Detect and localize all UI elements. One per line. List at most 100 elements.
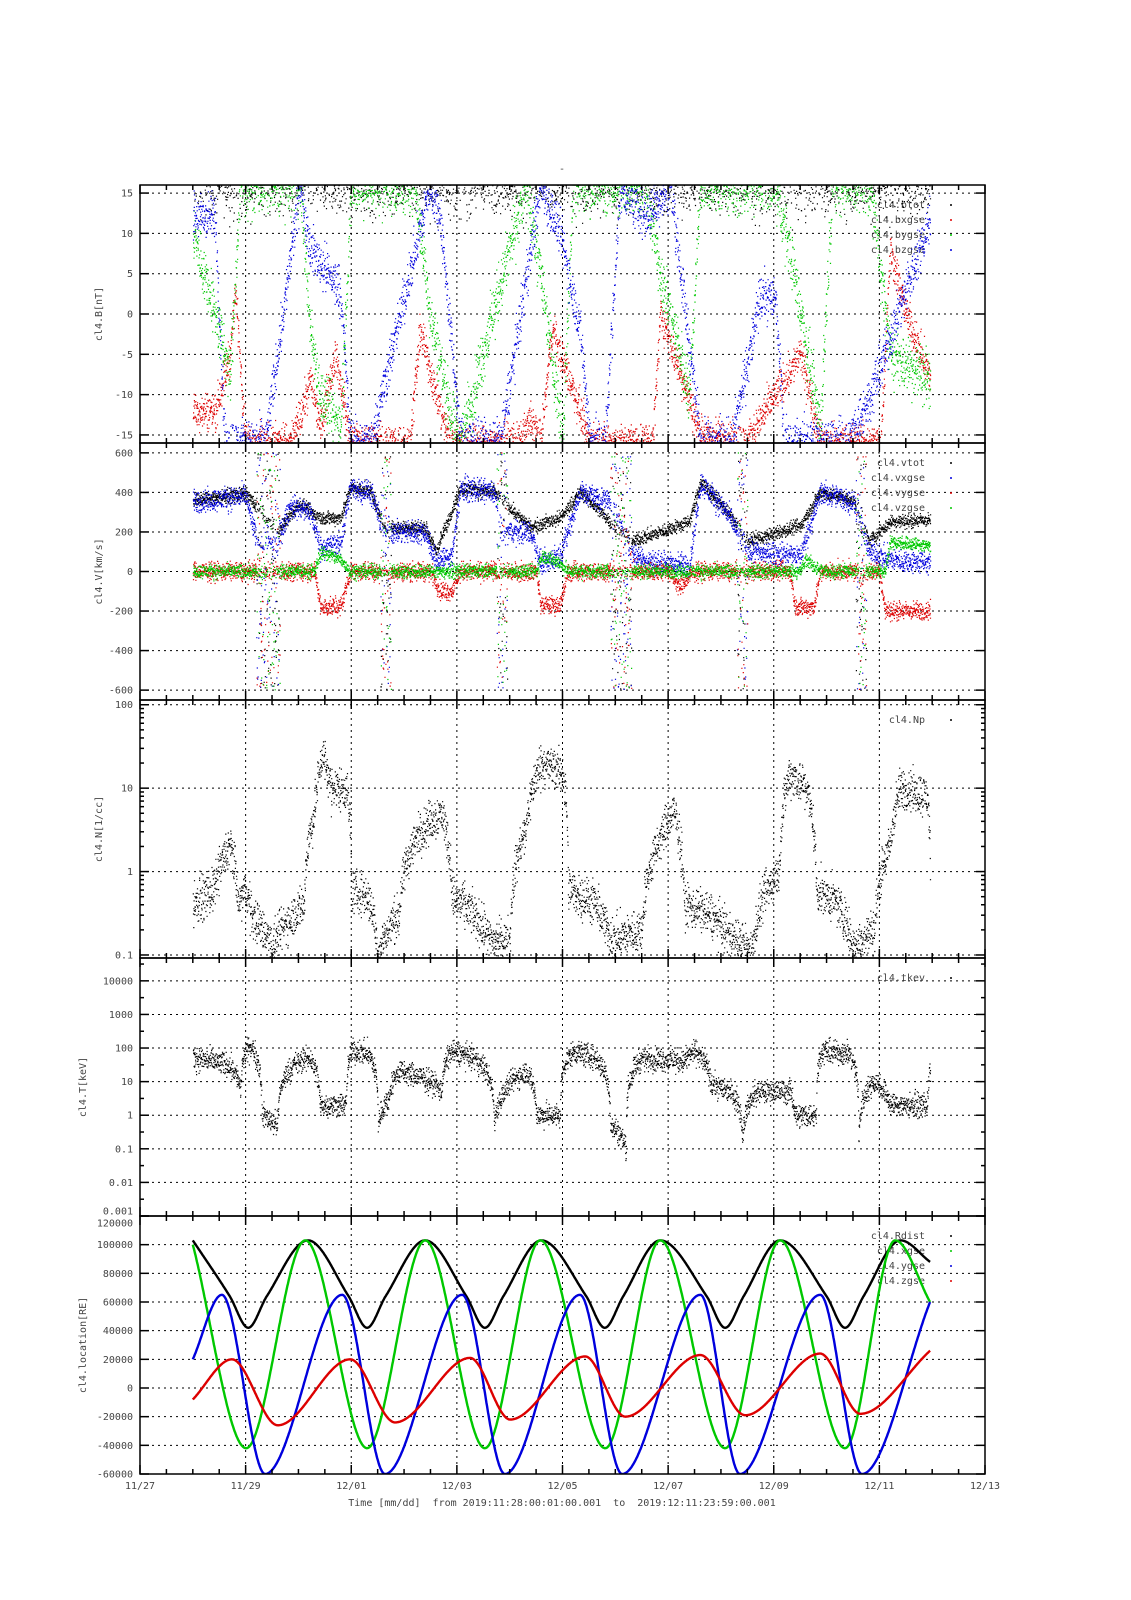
y-tick-label: -20000 [97,1412,133,1423]
y-tick-label: 0 [127,310,133,321]
legend-marker [950,1280,952,1282]
legend-label: cl4.bygse [871,230,925,241]
legend-label: cl4.vxgse [871,473,925,484]
legend-marker [950,204,952,206]
y-tick-label: 5 [127,269,133,280]
legend: cl4.Np [889,715,952,726]
y-tick-label: -60000 [97,1470,133,1481]
panels: cl4.btot cl4.bxgse cl4.bygse cl4.bzgse -15 -1… [78,184,986,1481]
y-tick-label: 40000 [103,1326,133,1337]
legend: cl4.btot cl4.bxgse cl4.bygse cl4.bzgse [871,200,952,256]
x-tick-label: 12/01 [336,1481,366,1492]
y-tick-label: 0.1 [115,1144,133,1155]
legend-marker [950,1265,952,1267]
y-tick-label: 200 [115,527,133,538]
series-group [191,1239,932,1474]
panel-T: cl4.tkev 0.001 0.01 0.1 1 10 100 1000 10000 cl4.T… [78,957,986,1218]
y-tick-label: 10000 [103,976,133,987]
x-tick-label: 12/09 [759,1481,789,1492]
y-tick-label: 100 [115,700,133,711]
legend-label: cl4.vzgse [871,503,925,514]
y-tick-label: 1 [127,1111,133,1122]
y-tick-label: 100000 [97,1240,133,1251]
y-axis-label: cl4.N[1/cc] [94,796,105,862]
axes [139,1215,986,1475]
series-line-zgse [191,1349,931,1427]
y-tick-label: -40000 [97,1441,133,1452]
y-tick-label: 10 [121,784,133,795]
grid [140,958,985,1216]
series-line-ygse [191,1293,932,1474]
y-tick-label: -15 [115,430,133,441]
series-group [192,185,932,443]
y-tick-label: 100 [115,1044,133,1055]
legend-label: cl4.bzgse [871,245,925,256]
grid [140,443,985,700]
axes [139,957,986,1217]
legend-label: cl4.bxgse [871,215,925,226]
chart-title: - [559,164,565,175]
y-tick-label: 0 [127,567,133,578]
series-line-Rdist [191,1239,931,1330]
plot-frame [139,957,986,1217]
legend-marker [950,1235,952,1237]
series-points-bzgse [192,185,932,443]
legend-label: cl4.Rdist [871,1231,925,1242]
series-group [192,452,932,691]
y-tick-label: 600 [115,448,133,459]
x-axis-label: Time [mm/dd] from 2019:11:28:00:01:00.00… [348,1498,775,1509]
legend-marker [950,249,952,251]
y-tick-label: 0.001 [103,1207,133,1218]
y-tick-label: 10 [121,229,133,240]
legend-label: cl4.xgse [877,1246,925,1257]
panel-V: cl4.vtot cl4.vxgse cl4.vygse cl4.vzgse -600 -… [94,442,986,701]
legend-label: cl4.Np [889,715,925,726]
legend-label: cl4.ygse [877,1261,925,1272]
y-axis-label: cl4.V[km/s] [94,538,105,604]
y-tick-label: 120000 [97,1219,133,1230]
x-tick-label: 12/13 [970,1481,1000,1492]
series-points-Np [192,740,932,958]
y-tick-label: 60000 [103,1298,133,1309]
y-tick-label: 0.01 [109,1178,133,1189]
legend-marker [950,462,952,464]
x-tick-label: 11/27 [125,1481,155,1492]
legend-label: cl4.zgse [877,1276,925,1287]
legend-label: cl4.tkev [877,973,925,984]
panel-location: cl4.Rdist cl4.xgse cl4.ygse cl4.zgse -60000 -… [78,1215,986,1481]
x-tick-label: 12/03 [442,1481,472,1492]
x-tick-label: 12/11 [864,1481,894,1492]
x-tick-label: 12/05 [547,1481,577,1492]
legend: cl4.vtot cl4.vxgse cl4.vygse cl4.vzgse [871,458,952,514]
y-tick-label: -5 [121,350,133,361]
legend-marker [950,507,952,509]
y-tick-label: 15 [121,189,133,200]
grid [140,1216,985,1474]
grid [140,700,985,958]
legend-label: cl4.btot [877,200,925,211]
legend-marker [950,977,952,979]
panel-N: cl4.Np 0.1 1 10 100 cl4.N[1/cc] [94,699,986,961]
panel-B: cl4.btot cl4.bxgse cl4.bygse cl4.bzgse -15 -1… [94,184,986,444]
series-points-tkev [192,1036,932,1162]
series-group [192,740,932,958]
legend-marker [950,234,952,236]
y-tick-label: 80000 [103,1269,133,1280]
y-tick-label: 0 [127,1384,133,1395]
y-axis-label: cl4.B[nT] [94,287,105,341]
y-tick-label: 10 [121,1077,133,1088]
y-tick-label: -400 [109,646,133,657]
y-tick-label: 0.1 [115,950,133,961]
series-points-vzgse [192,452,932,691]
plot-frame [139,1215,986,1475]
axes [139,699,986,959]
series-points-bxgse [192,237,932,443]
y-axis-label: cl4.location[RE] [78,1297,89,1393]
x-axis: 11/27 11/29 12/01 12/03 12/05 12/07 12/09 12/11… [125,1481,1000,1492]
legend: cl4.tkev [877,973,952,984]
series-points-btot [192,185,932,231]
y-tick-label: 1 [127,867,133,878]
y-tick-label: -200 [109,607,133,618]
